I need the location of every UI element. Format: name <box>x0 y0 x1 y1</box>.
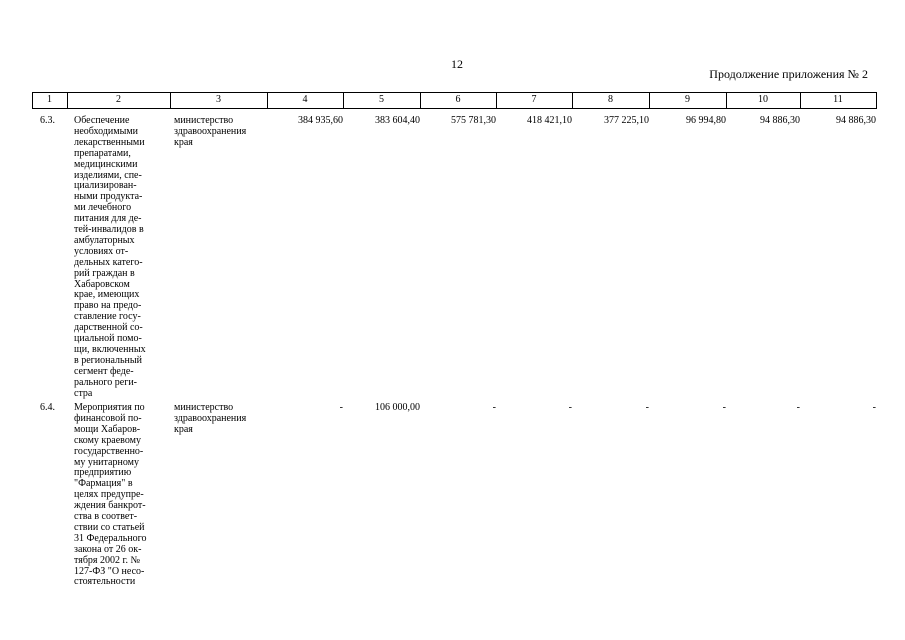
table-border <box>32 108 877 109</box>
value-cell: 94 886,30 <box>836 115 876 126</box>
value-cell: - <box>492 402 496 413</box>
description-line: скому краевому <box>74 434 141 446</box>
value-cell: 96 994,80 <box>686 115 726 126</box>
description-line: 31 Федерального <box>74 532 147 544</box>
description-line: стра <box>74 387 93 399</box>
value-cell: 384 935,60 <box>298 115 343 126</box>
description-line: ставление госу- <box>74 311 141 323</box>
table-border <box>496 92 497 109</box>
description-line: препаратами, <box>74 147 131 159</box>
description-line: ствии со статьей <box>74 521 145 533</box>
table-border <box>649 92 650 109</box>
description-line: условиях от- <box>74 245 129 257</box>
header-cell: 5 <box>379 94 384 105</box>
description-line: сегмент феде- <box>74 365 134 377</box>
caption: Продолжение приложения № 2 <box>709 67 868 81</box>
description-line: Хабаровском <box>74 278 130 290</box>
description-line: циальной помо- <box>74 333 142 344</box>
header-cell: 7 <box>531 94 537 105</box>
value-cell: 418 421,10 <box>527 115 572 126</box>
description-line: лекарственными <box>74 136 145 148</box>
description-line: амбулаторных <box>74 234 135 246</box>
table-border <box>876 92 877 109</box>
executor-line: министерство <box>174 402 234 413</box>
description-line: дельных катего- <box>74 256 143 268</box>
description-line: предприятию <box>74 467 132 479</box>
table-border <box>32 92 877 93</box>
executor-line: края <box>174 423 193 435</box>
description-line: право на предо- <box>74 300 142 312</box>
header-cell: 4 <box>302 94 308 105</box>
description-line: в региональный <box>74 354 142 366</box>
table-border <box>726 92 727 109</box>
executor-line: здравоохранения <box>174 125 247 137</box>
header-cell: 9 <box>685 94 690 105</box>
description-line: стоятельности <box>74 576 136 588</box>
header-cell: 2 <box>116 94 121 105</box>
table-border <box>420 92 421 109</box>
table-border <box>572 92 573 109</box>
description-line: Обеспечение <box>74 115 130 126</box>
description-line: мощи Хабаров- <box>74 423 141 435</box>
description-line: изделиями, спе- <box>74 169 142 181</box>
description-line: необходимыми <box>74 125 138 137</box>
description-line: му унитарному <box>74 456 139 468</box>
description-line: ми лечебного <box>74 202 132 214</box>
header-cell: 1 <box>47 94 52 105</box>
description-line: Мероприятия по <box>74 402 145 413</box>
value-cell: 383 604,40 <box>375 115 420 126</box>
description-line: закона от 26 ок- <box>74 543 142 555</box>
description-line: циализирован- <box>74 180 137 192</box>
table-border <box>32 92 33 109</box>
description-line: дарственной со- <box>74 322 143 334</box>
value-cell: - <box>568 402 572 413</box>
value-cell: - <box>339 402 343 413</box>
row-number: 6.3. <box>40 115 55 126</box>
description-line: рий граждан в <box>74 267 135 279</box>
description-line: медицинскими <box>74 158 138 170</box>
header-cell: 6 <box>455 94 461 105</box>
value-cell: 106 000,00 <box>375 402 420 413</box>
description-line: "Фармация" в <box>74 478 133 490</box>
value-cell: - <box>796 402 800 413</box>
value-cell: 94 886,30 <box>760 115 800 126</box>
header-cell: 3 <box>216 94 221 105</box>
value-cell: - <box>645 402 649 413</box>
description-line: тября 2002 г. № <box>74 554 141 566</box>
table-border <box>800 92 801 109</box>
value-cell: 377 225,10 <box>604 115 649 126</box>
value-cell: - <box>872 402 876 413</box>
description-line: тей-инвалидов в <box>74 224 144 235</box>
description-line: ными продукта- <box>74 191 143 203</box>
header-cell: 8 <box>608 94 613 105</box>
header-cell: 10 <box>758 94 768 105</box>
description-line: рального реги- <box>74 376 138 388</box>
executor-line: края <box>174 136 193 148</box>
table-border <box>170 92 171 109</box>
description-line: ждения банкрот- <box>74 500 146 512</box>
row-number: 6.4. <box>40 402 55 413</box>
description-line: щи, включенных <box>74 343 146 355</box>
executor-line: здравоохранения <box>174 412 247 424</box>
description-line: крае, имеющих <box>74 289 140 301</box>
description-line: целях предупре- <box>74 489 144 501</box>
table-border <box>67 92 68 109</box>
value-cell: - <box>722 402 726 413</box>
description-line: 127-ФЗ "О несо- <box>74 565 145 577</box>
header-cell: 11 <box>833 94 843 105</box>
executor-line: министерство <box>174 115 234 126</box>
page-number: 12 <box>451 57 463 71</box>
table-border <box>267 92 268 109</box>
description-line: государственно- <box>74 445 144 457</box>
table-border <box>343 92 344 109</box>
description-line: ства в соответ- <box>74 511 138 522</box>
description-line: питания для де- <box>74 213 142 225</box>
description-line: финансовой по- <box>74 412 142 424</box>
value-cell: 575 781,30 <box>451 115 496 126</box>
